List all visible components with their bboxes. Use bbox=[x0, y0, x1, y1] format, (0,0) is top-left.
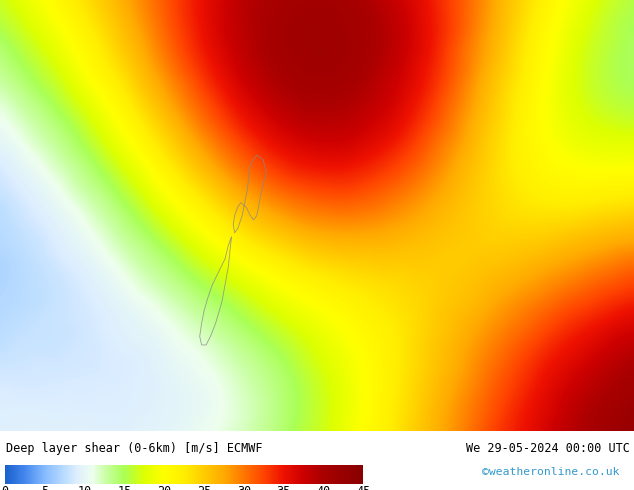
Text: Deep layer shear (0-6km) [m/s] ECMWF: Deep layer shear (0-6km) [m/s] ECMWF bbox=[6, 442, 263, 455]
Text: ©weatheronline.co.uk: ©weatheronline.co.uk bbox=[482, 467, 619, 477]
Text: We 29-05-2024 00:00 UTC (12+60): We 29-05-2024 00:00 UTC (12+60) bbox=[466, 442, 634, 455]
